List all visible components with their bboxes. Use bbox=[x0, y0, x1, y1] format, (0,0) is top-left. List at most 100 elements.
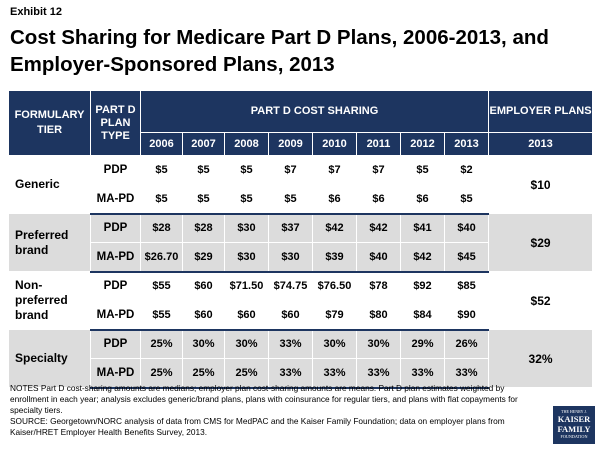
header-part-d-cost-sharing: PART D COST SHARING bbox=[139, 90, 490, 133]
tier-name: Preferred brand bbox=[8, 213, 91, 272]
cost-cell: $29 bbox=[182, 242, 225, 273]
year-header: 2013 bbox=[443, 132, 490, 156]
cost-cell: $39 bbox=[312, 242, 357, 273]
plan-type: PDP bbox=[90, 329, 141, 359]
cost-cell: 30% bbox=[182, 329, 225, 359]
table-row: MA-PD $26.70 $29 $30 $30 $39 $40 $42 $45 bbox=[9, 242, 593, 273]
cost-cell: 30% bbox=[224, 329, 269, 359]
cost-cell: $7 bbox=[356, 155, 401, 185]
table-row: MA-PD $55 $60 $60 $60 $79 $80 $84 $90 bbox=[9, 300, 593, 331]
cost-cell: 25% bbox=[140, 358, 183, 389]
cost-cell: $60 bbox=[224, 300, 269, 331]
page-title: Cost Sharing for Medicare Part D Plans, … bbox=[10, 26, 549, 76]
cost-cell: 33% bbox=[443, 358, 490, 389]
cost-cell: $26.70 bbox=[140, 242, 183, 273]
cost-cell: $5 bbox=[224, 155, 269, 185]
header-plan-type: PART D PLAN TYPE bbox=[90, 90, 141, 156]
plan-type: MA-PD bbox=[90, 358, 141, 389]
cost-cell: $30 bbox=[224, 242, 269, 273]
cost-cell: 33% bbox=[400, 358, 445, 389]
cost-cell: $78 bbox=[356, 271, 401, 301]
cost-cell: $5 bbox=[443, 184, 490, 215]
logo-line-4: FOUNDATION bbox=[560, 434, 588, 439]
cost-cell: $30 bbox=[268, 242, 313, 273]
cost-cell: $60 bbox=[182, 300, 225, 331]
table-row: Preferred brand PDP $28 $28 $30 $37 $42 … bbox=[8, 213, 594, 272]
cost-cell: $41 bbox=[400, 213, 445, 243]
cost-cell: $74.75 bbox=[268, 271, 313, 301]
cost-cell: 25% bbox=[140, 329, 183, 359]
footnotes: NOTES Part D cost-sharing amounts are me… bbox=[10, 383, 540, 438]
employer-year-header: 2013 bbox=[488, 132, 594, 156]
tier-name: Specialty bbox=[8, 329, 91, 388]
year-header: 2011 bbox=[356, 132, 401, 156]
cost-cell: $92 bbox=[400, 271, 445, 301]
cost-cell: $42 bbox=[312, 213, 357, 243]
cost-cell: $80 bbox=[356, 300, 401, 331]
cost-sharing-table: FORMULARY TIER PART D PLAN TYPE PART D C… bbox=[8, 90, 594, 389]
cost-cell: $45 bbox=[443, 242, 490, 273]
cost-cell: 33% bbox=[312, 358, 357, 389]
cost-cell: $90 bbox=[443, 300, 490, 331]
cost-cell: $76.50 bbox=[312, 271, 357, 301]
cost-cell: $42 bbox=[400, 242, 445, 273]
cost-cell: $5 bbox=[182, 155, 225, 185]
table-row: Generic PDP $5 $5 $5 $7 $7 $7 $5 $2 $10 bbox=[8, 155, 594, 214]
cost-cell: $6 bbox=[400, 184, 445, 215]
year-header: 2008 bbox=[224, 132, 269, 156]
employer-value: $52 bbox=[488, 271, 594, 330]
kff-logo: THE HENRY J. KAISER FAMILY FOUNDATION bbox=[553, 406, 595, 444]
cost-cell: 29% bbox=[400, 329, 445, 359]
plan-type: MA-PD bbox=[90, 300, 141, 331]
plan-type: PDP bbox=[90, 271, 141, 301]
plan-type: MA-PD bbox=[90, 184, 141, 215]
logo-line-1: THE HENRY J. bbox=[561, 409, 587, 414]
year-header: 2006 bbox=[140, 132, 183, 156]
tier-name: Non-preferred brand bbox=[8, 271, 91, 330]
cost-cell: $5 bbox=[268, 184, 313, 215]
plan-type: MA-PD bbox=[90, 242, 141, 273]
cost-cell: $30 bbox=[224, 213, 269, 243]
year-header: 2010 bbox=[312, 132, 357, 156]
employer-value: $29 bbox=[488, 213, 594, 272]
cost-cell: $2 bbox=[443, 155, 490, 185]
cost-cell: $84 bbox=[400, 300, 445, 331]
cost-cell: $55 bbox=[140, 300, 183, 331]
cost-cell: $28 bbox=[182, 213, 225, 243]
logo-line-2: KAISER bbox=[557, 414, 591, 424]
cost-cell: 33% bbox=[268, 329, 313, 359]
cost-cell: $28 bbox=[140, 213, 183, 243]
cost-cell: $7 bbox=[268, 155, 313, 185]
cost-cell: 30% bbox=[356, 329, 401, 359]
cost-cell: 25% bbox=[182, 358, 225, 389]
notes-text: NOTES Part D cost-sharing amounts are me… bbox=[10, 383, 518, 415]
table-row: MA-PD $5 $5 $5 $5 $6 $6 $6 $5 bbox=[9, 184, 593, 215]
cost-cell: $40 bbox=[356, 242, 401, 273]
cost-cell: $5 bbox=[140, 155, 183, 185]
cost-cell: $5 bbox=[182, 184, 225, 215]
exhibit-label: Exhibit 12 bbox=[10, 6, 62, 18]
cost-cell: $42 bbox=[356, 213, 401, 243]
cost-cell: $5 bbox=[400, 155, 445, 185]
cost-cell: $55 bbox=[140, 271, 183, 301]
cost-cell: $5 bbox=[140, 184, 183, 215]
plan-type: PDP bbox=[90, 213, 141, 243]
plan-type: PDP bbox=[90, 155, 141, 185]
cost-cell: $5 bbox=[224, 184, 269, 215]
year-header: 2012 bbox=[400, 132, 445, 156]
table-row: MA-PD 25% 25% 25% 33% 33% 33% 33% 33% bbox=[9, 358, 593, 389]
table-row: Non-preferred brand PDP $55 $60 $71.50 $… bbox=[8, 271, 594, 330]
employer-value: $10 bbox=[488, 155, 594, 214]
cost-cell: $79 bbox=[312, 300, 357, 331]
cost-cell: $6 bbox=[312, 184, 357, 215]
header-employer-plans: EMPLOYER PLANS bbox=[488, 90, 594, 133]
cost-cell: $85 bbox=[443, 271, 490, 301]
table-row: Specialty PDP 25% 30% 30% 33% 30% 30% 29… bbox=[8, 329, 594, 388]
cost-cell: $60 bbox=[268, 300, 313, 331]
cost-cell: 33% bbox=[268, 358, 313, 389]
cost-cell: 26% bbox=[443, 329, 490, 359]
year-header: 2009 bbox=[268, 132, 313, 156]
cost-cell: $71.50 bbox=[224, 271, 269, 301]
cost-cell: $40 bbox=[443, 213, 490, 243]
cost-cell: $7 bbox=[312, 155, 357, 185]
